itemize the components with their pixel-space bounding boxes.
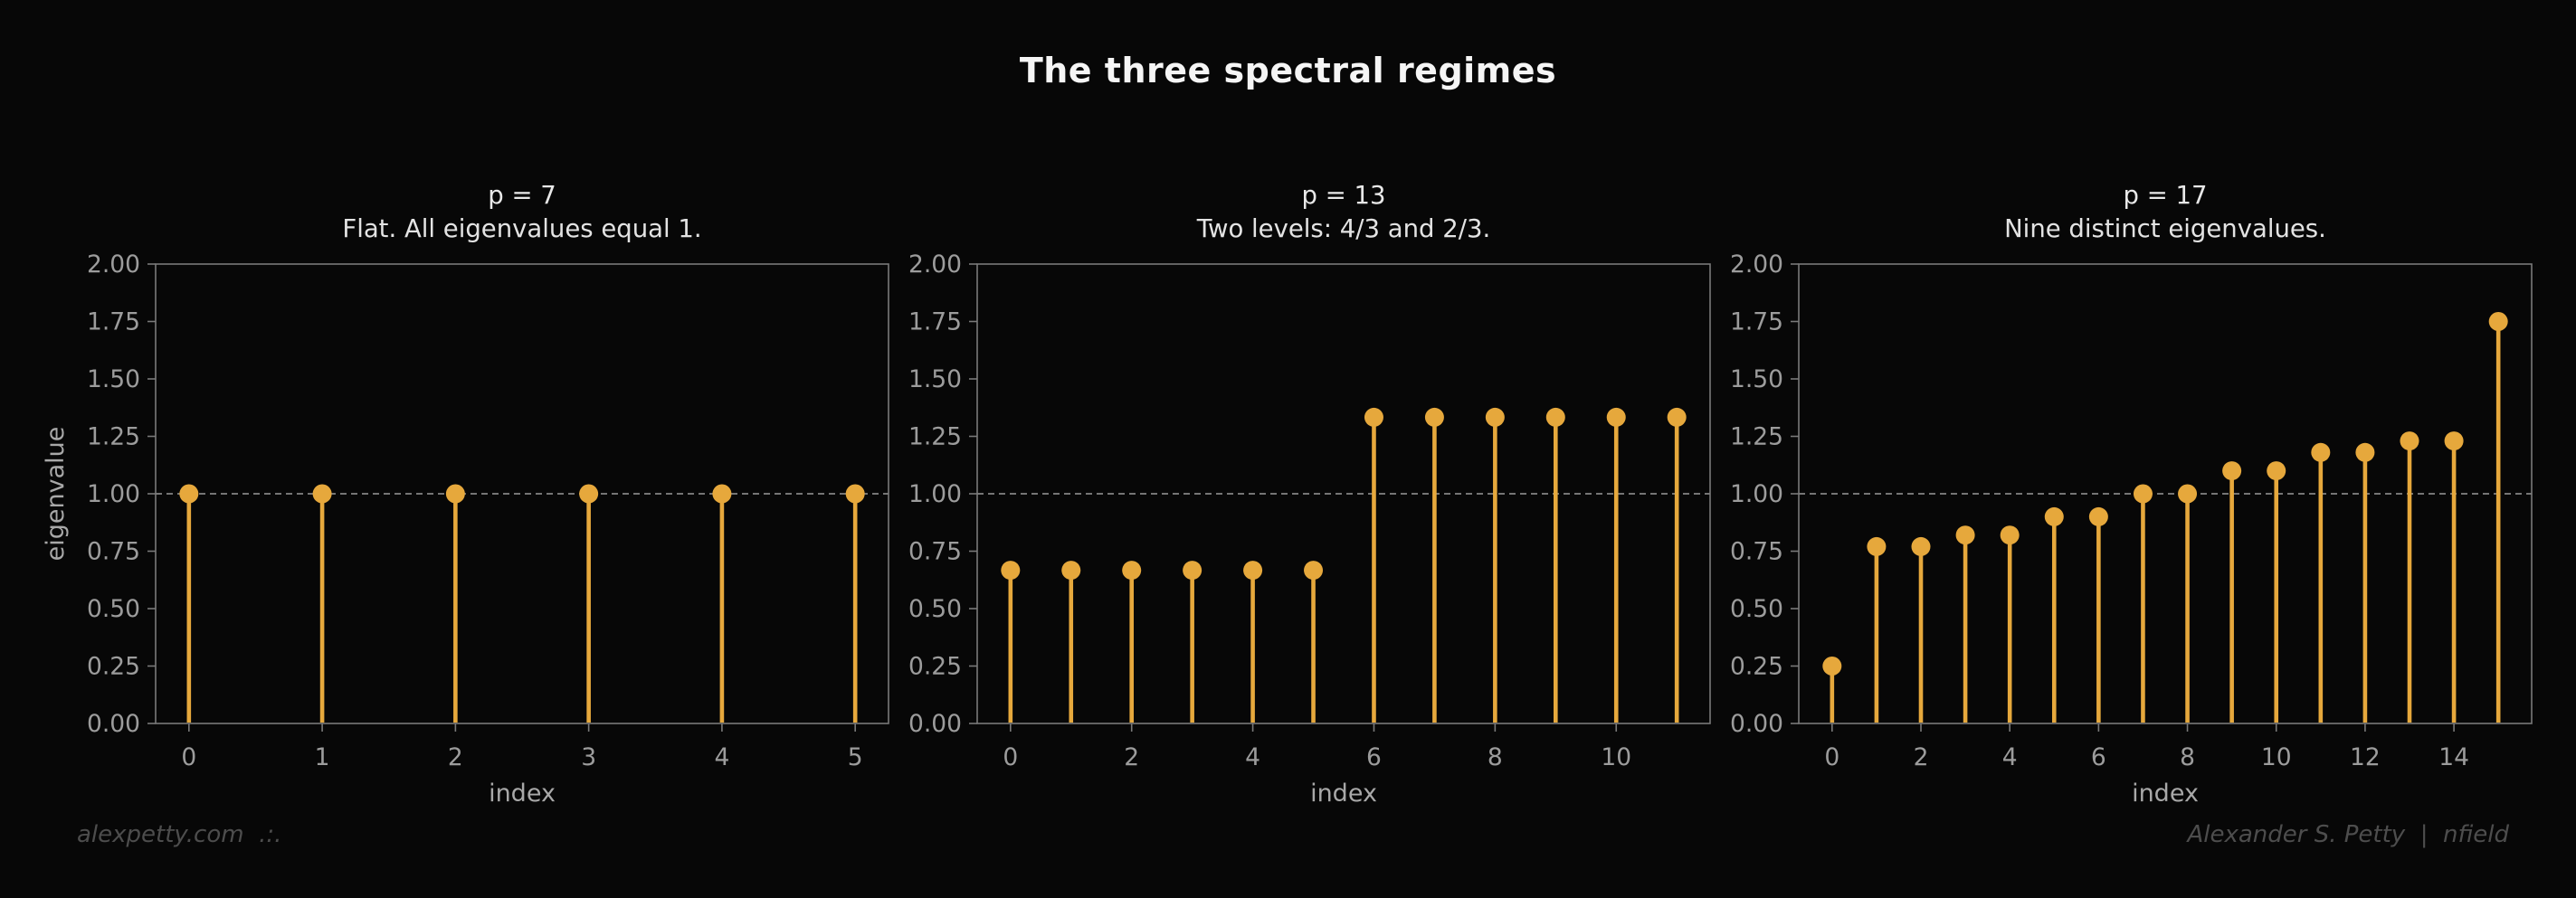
svg-text:2: 2 [1914,743,1929,771]
svg-text:1.50: 1.50 [908,365,962,393]
footer-credit-text: Alexander S. Petty | nfield [2187,821,2509,848]
svg-text:12: 12 [2350,743,2381,771]
svg-text:0.50: 0.50 [87,595,140,623]
svg-text:1.25: 1.25 [1730,423,1783,451]
svg-text:0.75: 0.75 [1730,538,1783,566]
svg-text:4: 4 [2002,743,2018,771]
svg-text:8: 8 [2180,743,2195,771]
svg-text:0.00: 0.00 [908,710,962,738]
svg-text:0.25: 0.25 [1730,653,1783,681]
svg-text:0.00: 0.00 [1730,710,1783,738]
svg-text:0.50: 0.50 [908,595,962,623]
svg-text:0: 0 [181,743,196,771]
svg-text:10: 10 [2261,743,2292,771]
subplot-subtitle-p17: Nine distinct eigenvalues. [2004,214,2326,243]
svg-text:2.00: 2.00 [1730,250,1783,279]
svg-text:6: 6 [1366,743,1382,771]
svg-text:0: 0 [1003,743,1018,771]
svg-text:3: 3 [581,743,596,771]
svg-text:eigenvalue: eigenvalue [42,427,70,562]
svg-text:1.00: 1.00 [908,480,962,508]
svg-text:5: 5 [848,743,863,771]
svg-text:4: 4 [1245,743,1260,771]
svg-text:2: 2 [448,743,463,771]
svg-text:2.00: 2.00 [908,250,962,279]
svg-text:0.75: 0.75 [908,538,962,566]
svg-text:index: index [2132,780,2199,808]
svg-text:index: index [489,780,556,808]
subplot-subtitle-p13: Two levels: 4/3 and 2/3. [1196,214,1491,243]
svg-text:1.75: 1.75 [1730,308,1783,336]
subplot-title-p13: p = 13 [1301,181,1386,210]
footer-site-text: alexpetty.com .:. [77,821,282,848]
svg-text:2: 2 [1124,743,1139,771]
subplot-header-p17: p = 17 Nine distinct eigenvalues. [1799,179,2532,246]
svg-text:1: 1 [315,743,330,771]
svg-text:0.25: 0.25 [908,653,962,681]
figure-title: The three spectral regimes [1019,51,1557,90]
svg-text:0.50: 0.50 [1730,595,1783,623]
svg-text:1.00: 1.00 [1730,480,1783,508]
svg-text:0: 0 [1824,743,1839,771]
svg-text:8: 8 [1488,743,1503,771]
svg-text:1.75: 1.75 [87,308,140,336]
svg-text:1.50: 1.50 [87,365,140,393]
svg-text:0.00: 0.00 [87,710,140,738]
svg-text:index: index [1310,780,1377,808]
svg-text:6: 6 [2091,743,2106,771]
svg-text:14: 14 [2438,743,2469,771]
svg-text:0.25: 0.25 [87,653,140,681]
subplot-header-p7: p = 7 Flat. All eigenvalues equal 1. [156,179,889,246]
svg-text:2.00: 2.00 [87,250,140,279]
subplot-subtitle-p7: Flat. All eigenvalues equal 1. [342,214,702,243]
svg-text:1.25: 1.25 [87,423,140,451]
svg-text:0.75: 0.75 [87,538,140,566]
svg-text:1.25: 1.25 [908,423,962,451]
svg-text:1.00: 1.00 [87,480,140,508]
svg-text:1.75: 1.75 [908,308,962,336]
svg-text:1.50: 1.50 [1730,365,1783,393]
subplot-title-p17: p = 17 [2123,181,2208,210]
subplot-header-p13: p = 13 Two levels: 4/3 and 2/3. [977,179,1710,246]
svg-text:4: 4 [714,743,729,771]
svg-text:10: 10 [1601,743,1631,771]
subplot-title-p7: p = 7 [488,181,556,210]
